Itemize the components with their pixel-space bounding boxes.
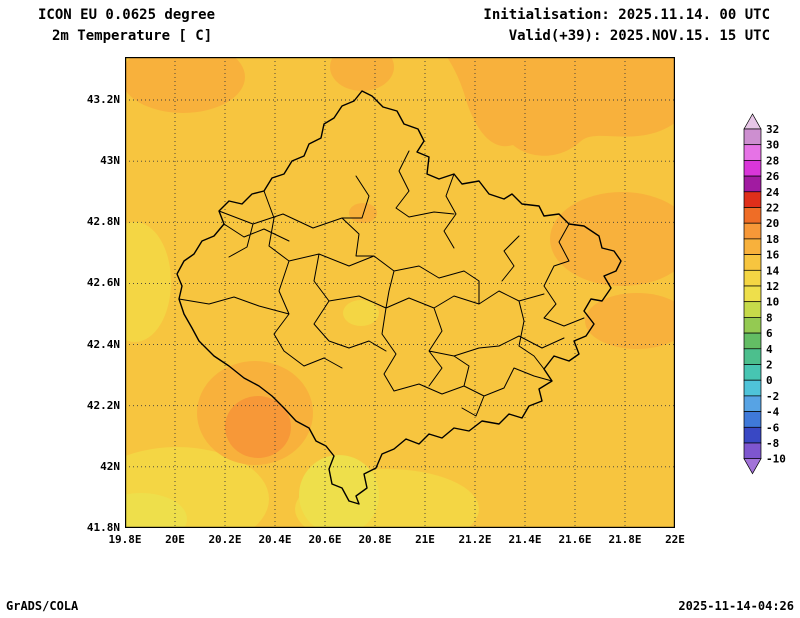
colorbar-segment [743, 269, 762, 287]
colorbar-segment [743, 348, 762, 365]
colorbar-tick-label: 12 [766, 280, 779, 293]
colorbar-segment [743, 442, 762, 460]
colorbar-segment [743, 191, 762, 208]
colorbar-tick-label: -8 [766, 437, 779, 450]
colorbar-tick-label: 20 [766, 217, 779, 230]
temp-shade-region [349, 203, 377, 223]
model-title: ICON EU 0.0625 degree [38, 7, 216, 23]
colorbar-segment [743, 379, 762, 397]
lon-tick-label: 20.8E [358, 533, 392, 546]
temp-shade-region [299, 455, 379, 528]
lon-tick-label: 20E [165, 533, 185, 546]
temp-shade-region [343, 300, 379, 326]
colorbar-segment [743, 144, 762, 161]
temperature-shading [125, 57, 675, 528]
lon-tick-label: 21E [415, 533, 435, 546]
colorbar-tick-label: 16 [766, 249, 780, 262]
colorbar-segment [743, 301, 762, 318]
lat-tick-label: 42.4N [86, 337, 120, 351]
lon-tick-label: 20.2E [208, 533, 242, 546]
kosovo-border [176, 90, 622, 505]
lon-tick-label: 21.4E [508, 533, 542, 546]
lon-tick-label: 21.2E [458, 533, 492, 546]
temp-shade-region [585, 293, 675, 349]
lon-tick-label: 21.8E [608, 533, 642, 546]
lon-tick-label: 22E [665, 533, 685, 546]
municipality-boundaries [178, 150, 585, 417]
colorbar-tick-label: 32 [766, 123, 779, 136]
temp-shade-region [550, 192, 675, 286]
colorbar-tick-label: 14 [766, 264, 780, 277]
temp-shade-region [225, 396, 291, 458]
colorbar-tick-label: 4 [766, 343, 773, 356]
lat-tick-label: 42.2N [86, 398, 120, 412]
plot-frame [125, 57, 675, 528]
colorbar-segment [743, 160, 762, 177]
lat-tick-label: 42.6N [86, 276, 120, 290]
colorbar-segment [743, 254, 762, 271]
colorbar-segment [743, 128, 762, 146]
lon-tick-label: 21.6E [558, 533, 592, 546]
colorbar-segment [743, 426, 762, 444]
init-time: Initialisation: 2025.11.14. 00 UTC [483, 7, 770, 23]
lon-tick-label: 20.4E [258, 533, 292, 546]
colorbar-segment [743, 207, 762, 224]
colorbar-tick-label: 24 [766, 186, 780, 199]
colorbar-segment [743, 411, 762, 428]
valid-time: Valid(+39): 2025.NOV.15. 15 UTC [508, 28, 770, 44]
colorbar-arrow [743, 113, 762, 130]
lon-tick-label: 20.6E [308, 533, 342, 546]
lon-tick-label: 19.8E [108, 533, 142, 546]
colorbar-tick-label: 26 [766, 170, 780, 183]
colorbar-segment [743, 395, 762, 412]
colorbar-tick-label: 28 [766, 154, 779, 167]
colorbar-segment [743, 285, 762, 303]
lat-tick-label: 43N [100, 154, 120, 168]
colorbar-tick-label: -6 [766, 421, 780, 434]
grads-credit: GrADS/COLA [6, 599, 79, 613]
colorbar-tick-label: 22 [766, 202, 779, 215]
colorbar-tick-label: -4 [766, 406, 780, 419]
colorbar-segment [743, 332, 762, 350]
colorbar-arrow [743, 458, 762, 475]
temp-shade-region [447, 57, 675, 156]
colorbar-tick-label: 6 [766, 327, 773, 340]
colorbar-segment [743, 222, 762, 240]
lat-tick-label: 41.8N [86, 521, 120, 534]
temp-shade-region [125, 493, 187, 528]
colorbar-tick-label: 8 [766, 311, 773, 324]
field-title: 2m Temperature [ C] [52, 28, 213, 44]
colorbar-tick-label: -10 [766, 453, 786, 466]
lat-tick-label: 42.8N [86, 215, 120, 229]
colorbar-tick-label: -2 [766, 390, 779, 403]
temp-shade-region [125, 222, 171, 342]
lat-tick-label: 42N [100, 459, 120, 473]
colorbar-tick-label: 18 [766, 233, 779, 246]
colorbar-tick-label: 30 [766, 139, 779, 152]
colorbar-segment [743, 175, 762, 193]
temperature-map [125, 57, 675, 528]
creation-timestamp: 2025-11-14-04:26 [678, 599, 794, 613]
colorbar-segment [743, 364, 762, 381]
grid-lines [125, 57, 675, 528]
colorbar-tick-label: 10 [766, 296, 779, 309]
colorbar-segment [743, 238, 762, 255]
lat-tick-label: 43.2N [86, 93, 120, 106]
colorbar-segment [743, 317, 762, 334]
temp-shade-region [125, 57, 245, 113]
temp-shade-region [330, 57, 394, 91]
colorbar-tick-label: 0 [766, 374, 773, 387]
colorbar-tick-label: 2 [766, 359, 773, 372]
